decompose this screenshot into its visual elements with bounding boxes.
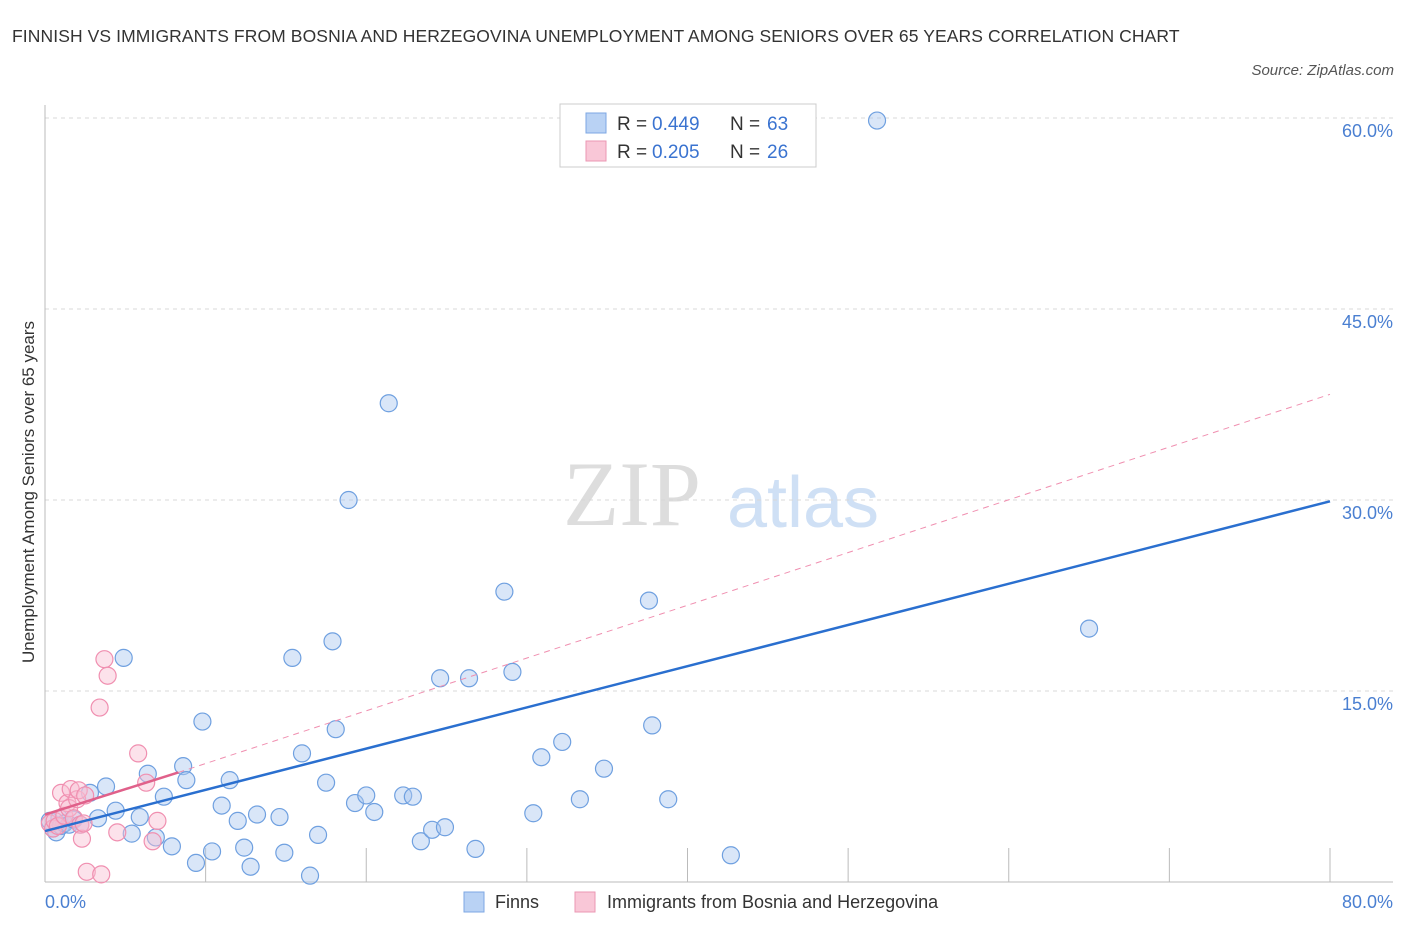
finns-point-38 (323, 632, 342, 651)
finns-point-49 (431, 669, 450, 688)
trend-line-bosnia-extended (178, 393, 1331, 773)
trend-line-finns (44, 500, 1331, 833)
y-tick-label-30: 30.0% (1342, 503, 1393, 523)
finns-point-25 (212, 796, 231, 815)
axes (44, 105, 1393, 883)
finns-point-42 (357, 786, 376, 805)
grid-lines (45, 117, 1393, 692)
finns-point-55 (524, 804, 543, 823)
finns-point-57 (553, 732, 572, 752)
bosnia-point-17 (90, 698, 109, 717)
trend-line-bosnia (44, 771, 179, 816)
x-tick-label-min: 0.0% (45, 892, 86, 912)
bosnia-point-13 (72, 829, 92, 848)
finns-point-54 (503, 662, 522, 682)
finns-point-46 (403, 787, 422, 806)
bottom-legend-label-finns: Finns (495, 892, 539, 912)
watermark-atlas: atlas (727, 463, 879, 543)
bosnia-point-22 (129, 744, 148, 763)
legend-swatch-bosnia (585, 140, 607, 162)
finns-point-30 (247, 805, 267, 824)
finns-point-13 (114, 648, 133, 667)
finns-point-63 (721, 846, 740, 865)
finns-point-43 (365, 802, 384, 822)
bosnia-point-19 (95, 650, 114, 669)
finns-point-51 (459, 669, 479, 688)
y-tick-label-15: 15.0% (1342, 694, 1393, 714)
legend-swatch-finns (585, 112, 607, 134)
legend-n-value-finns: 63 (767, 114, 788, 135)
bottom-legend-label-bosnia: Immigrants from Bosnia and Herzegovina (607, 892, 939, 912)
finns-point-35 (300, 866, 320, 885)
legend-n-value-bosnia: 26 (767, 142, 788, 163)
legend-r-value-bosnia: 0.205 (652, 142, 700, 163)
finns-point-22 (186, 853, 206, 873)
finns-point-29 (241, 857, 260, 876)
finns-point-27 (228, 811, 247, 830)
finns-point-37 (316, 773, 336, 792)
watermark-zip: ZIP (563, 443, 701, 545)
finns-point-32 (275, 843, 294, 862)
y-axis-label: Unemployment Among Seniors over 65 years (19, 321, 38, 663)
finns-point-36 (308, 825, 328, 844)
finns-point-33 (283, 648, 302, 667)
finns-point-15 (130, 807, 149, 827)
finns-point-52 (466, 839, 485, 858)
finns-point-60 (639, 591, 659, 610)
finns-point-19 (162, 837, 181, 856)
finns-point-45 (394, 786, 413, 805)
finns-point-56 (532, 748, 551, 767)
finns-point-14 (122, 824, 141, 843)
y-tick-label-45: 45.0% (1342, 312, 1393, 332)
finns-point-44 (379, 394, 398, 413)
series-legend: Finns Immigrants from Bosnia and Herzego… (463, 891, 939, 913)
y-tick-labels: 15.0% 30.0% 45.0% 60.0% (1342, 121, 1393, 714)
finns-point-61 (643, 716, 662, 735)
finns-point-40 (339, 490, 358, 510)
bottom-legend-swatch-bosnia (574, 891, 596, 913)
finns-point-31 (270, 807, 289, 827)
finns-point-50 (435, 818, 455, 837)
bosnia-point-4 (51, 783, 71, 802)
chart-title: FINNISH VS IMMIGRANTS FROM BOSNIA AND HE… (12, 26, 1180, 46)
bosnia-point-21 (108, 823, 127, 842)
legend-r-label-bosnia: R = (617, 142, 647, 163)
bosnia-point-24 (143, 832, 162, 851)
bottom-legend-swatch-finns (463, 891, 485, 913)
legend-n-label-finns: N = (730, 114, 760, 135)
correlation-legend: R = 0.449 N = 63 R = 0.205 N = 26 (559, 103, 817, 168)
finns-point-58 (570, 790, 589, 809)
finns-point-64 (867, 111, 887, 130)
finns-point-62 (659, 790, 678, 809)
legend-n-label-bosnia: N = (730, 142, 760, 163)
bosnia-point-25 (148, 811, 167, 830)
x-tick-label-max: 80.0% (1342, 892, 1393, 912)
finns-point-59 (594, 759, 614, 778)
y-tick-label-60: 60.0% (1342, 121, 1393, 141)
legend-r-value-finns: 0.449 (652, 114, 700, 135)
finns-point-34 (292, 744, 312, 763)
finns-point-20 (174, 757, 193, 776)
finns-point-24 (202, 842, 222, 861)
legend-r-label-finns: R = (617, 114, 647, 135)
finns-point-21 (177, 771, 196, 790)
finns-point-28 (235, 838, 254, 857)
chart-source: Source: ZipAtlas.com (1251, 62, 1394, 79)
finns-point-23 (193, 712, 212, 731)
finns-point-53 (495, 582, 514, 601)
finns-point-65 (1079, 619, 1099, 638)
finns-point-47 (411, 832, 430, 851)
bosnia-point-20 (98, 666, 117, 685)
bosnia-point-16 (77, 862, 96, 881)
trend-lines (44, 393, 1331, 833)
bosnia-point-18 (92, 865, 111, 884)
x-ticks (44, 848, 1331, 882)
